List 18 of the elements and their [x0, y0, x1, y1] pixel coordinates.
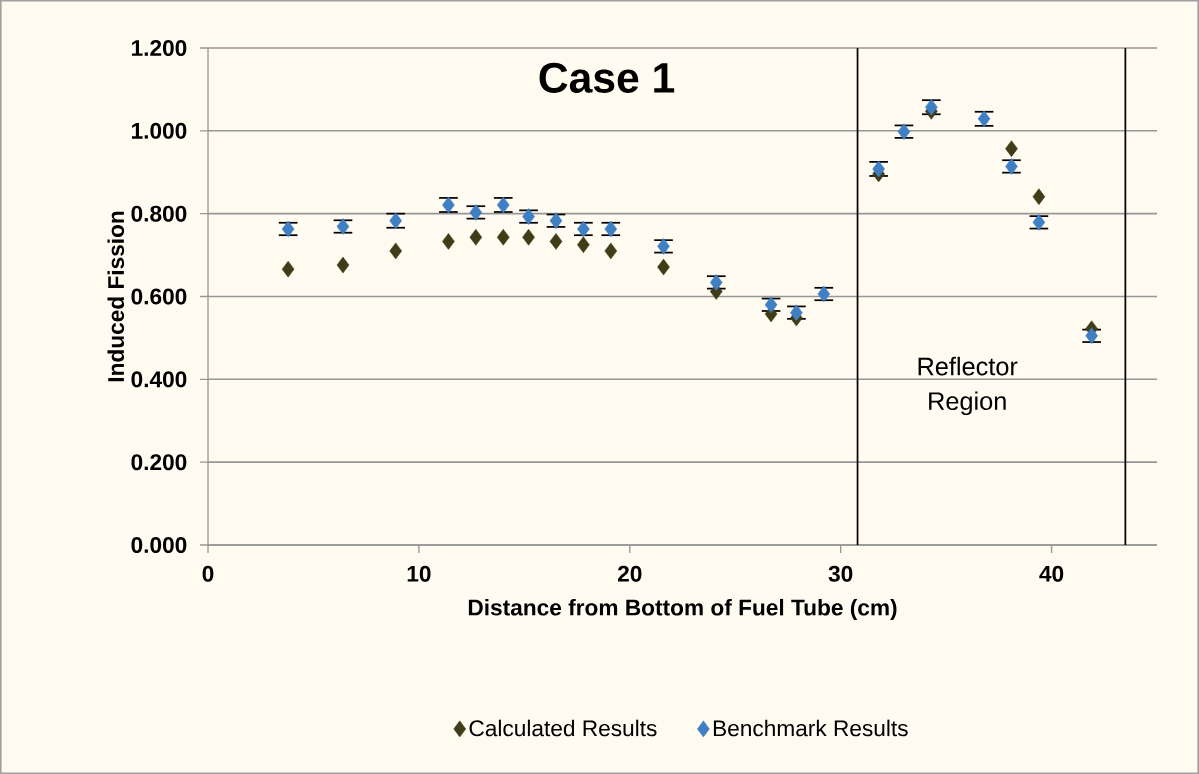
- y-tick-label: 1.000: [132, 122, 187, 139]
- y-tick-label: 0.800: [131, 205, 187, 222]
- chart-title: Case 1: [539, 62, 675, 93]
- legend-label: Calculated Results: [469, 719, 657, 737]
- x-tick-label: 20: [617, 565, 642, 582]
- y-tick-label: 0.600: [131, 288, 187, 305]
- y-tick-label: 0.000: [131, 536, 187, 554]
- y-tick-label: 0.400: [131, 371, 187, 388]
- legend-label: Benchmark Results: [713, 719, 908, 737]
- x-tick-label: 40: [1039, 565, 1064, 582]
- y-tick-label: 0.200: [131, 454, 187, 471]
- annotation: Reflector Region: [918, 356, 1018, 416]
- y-tick-label: 1.200: [132, 39, 187, 57]
- y-axis-title: Induced Fission: [107, 211, 125, 382]
- x-axis-title: Distance from Bottom of Fuel Tube (cm): [468, 598, 897, 621]
- x-tick-label: 30: [828, 565, 853, 582]
- x-tick-label: 0: [202, 565, 214, 582]
- x-tick-label: 10: [407, 565, 431, 582]
